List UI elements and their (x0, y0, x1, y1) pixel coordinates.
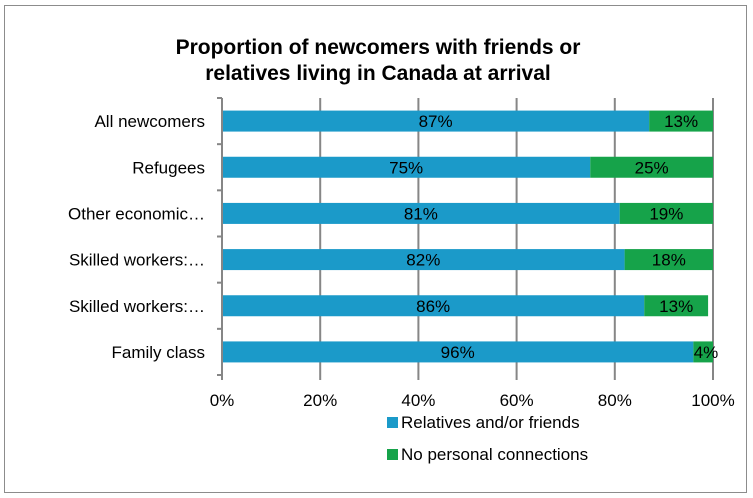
chart-title-line-2: relatives living in Canada at arrival (205, 62, 551, 85)
bar-segment (590, 156, 713, 178)
x-tick-label: 80% (598, 391, 632, 410)
category-label: Other economic… (68, 204, 205, 223)
data-label: 19% (649, 204, 683, 223)
bar-segment (222, 295, 645, 317)
x-tick-label: 60% (500, 391, 534, 410)
bar-segment (222, 341, 694, 363)
category-label: All newcomers (94, 112, 205, 131)
category-label: Skilled workers:… (69, 297, 205, 316)
bar-segment (649, 110, 713, 132)
category-label: Refugees (132, 158, 205, 177)
x-tick-label: 0% (210, 391, 235, 410)
x-tick-label: 100% (691, 391, 734, 410)
data-label: 87% (419, 112, 453, 131)
bar-segment (222, 202, 620, 224)
legend-swatch (387, 417, 398, 428)
data-label: 86% (416, 297, 450, 316)
legend-swatch (387, 449, 398, 460)
legend-label: Relatives and/or friends (401, 413, 580, 432)
data-label: 25% (635, 158, 669, 177)
bar-segment (624, 249, 713, 271)
x-tick-label: 20% (303, 391, 337, 410)
data-label: 96% (441, 343, 475, 362)
bar-segment (644, 295, 709, 317)
bar-segment (619, 202, 713, 224)
data-label: 75% (389, 158, 423, 177)
data-label: 4% (694, 343, 719, 362)
chart-title-line-1: Proportion of newcomers with friends or (176, 36, 581, 59)
legend-label: No personal connections (401, 445, 588, 464)
data-label: 13% (659, 297, 693, 316)
data-label: 81% (404, 204, 438, 223)
bar-segment (222, 249, 625, 271)
bar-segment (693, 341, 713, 363)
bar-segment (222, 156, 591, 178)
data-label: 13% (664, 112, 698, 131)
chart-frame (4, 5, 747, 493)
data-label: 82% (406, 251, 440, 270)
data-label: 18% (652, 251, 686, 270)
category-label: Family class (111, 343, 205, 362)
category-label: Skilled workers:… (69, 251, 205, 270)
x-tick-label: 40% (401, 391, 435, 410)
bar-segment (222, 110, 650, 132)
